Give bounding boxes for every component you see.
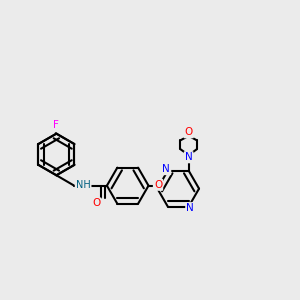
Text: N: N: [186, 203, 194, 213]
Text: O: O: [92, 199, 101, 208]
Text: O: O: [154, 180, 162, 190]
Text: N: N: [185, 152, 193, 162]
Text: O: O: [184, 127, 193, 137]
Text: F: F: [53, 121, 59, 131]
Text: F: F: [53, 120, 59, 130]
Text: N: N: [163, 164, 170, 174]
Text: NH: NH: [76, 180, 91, 190]
